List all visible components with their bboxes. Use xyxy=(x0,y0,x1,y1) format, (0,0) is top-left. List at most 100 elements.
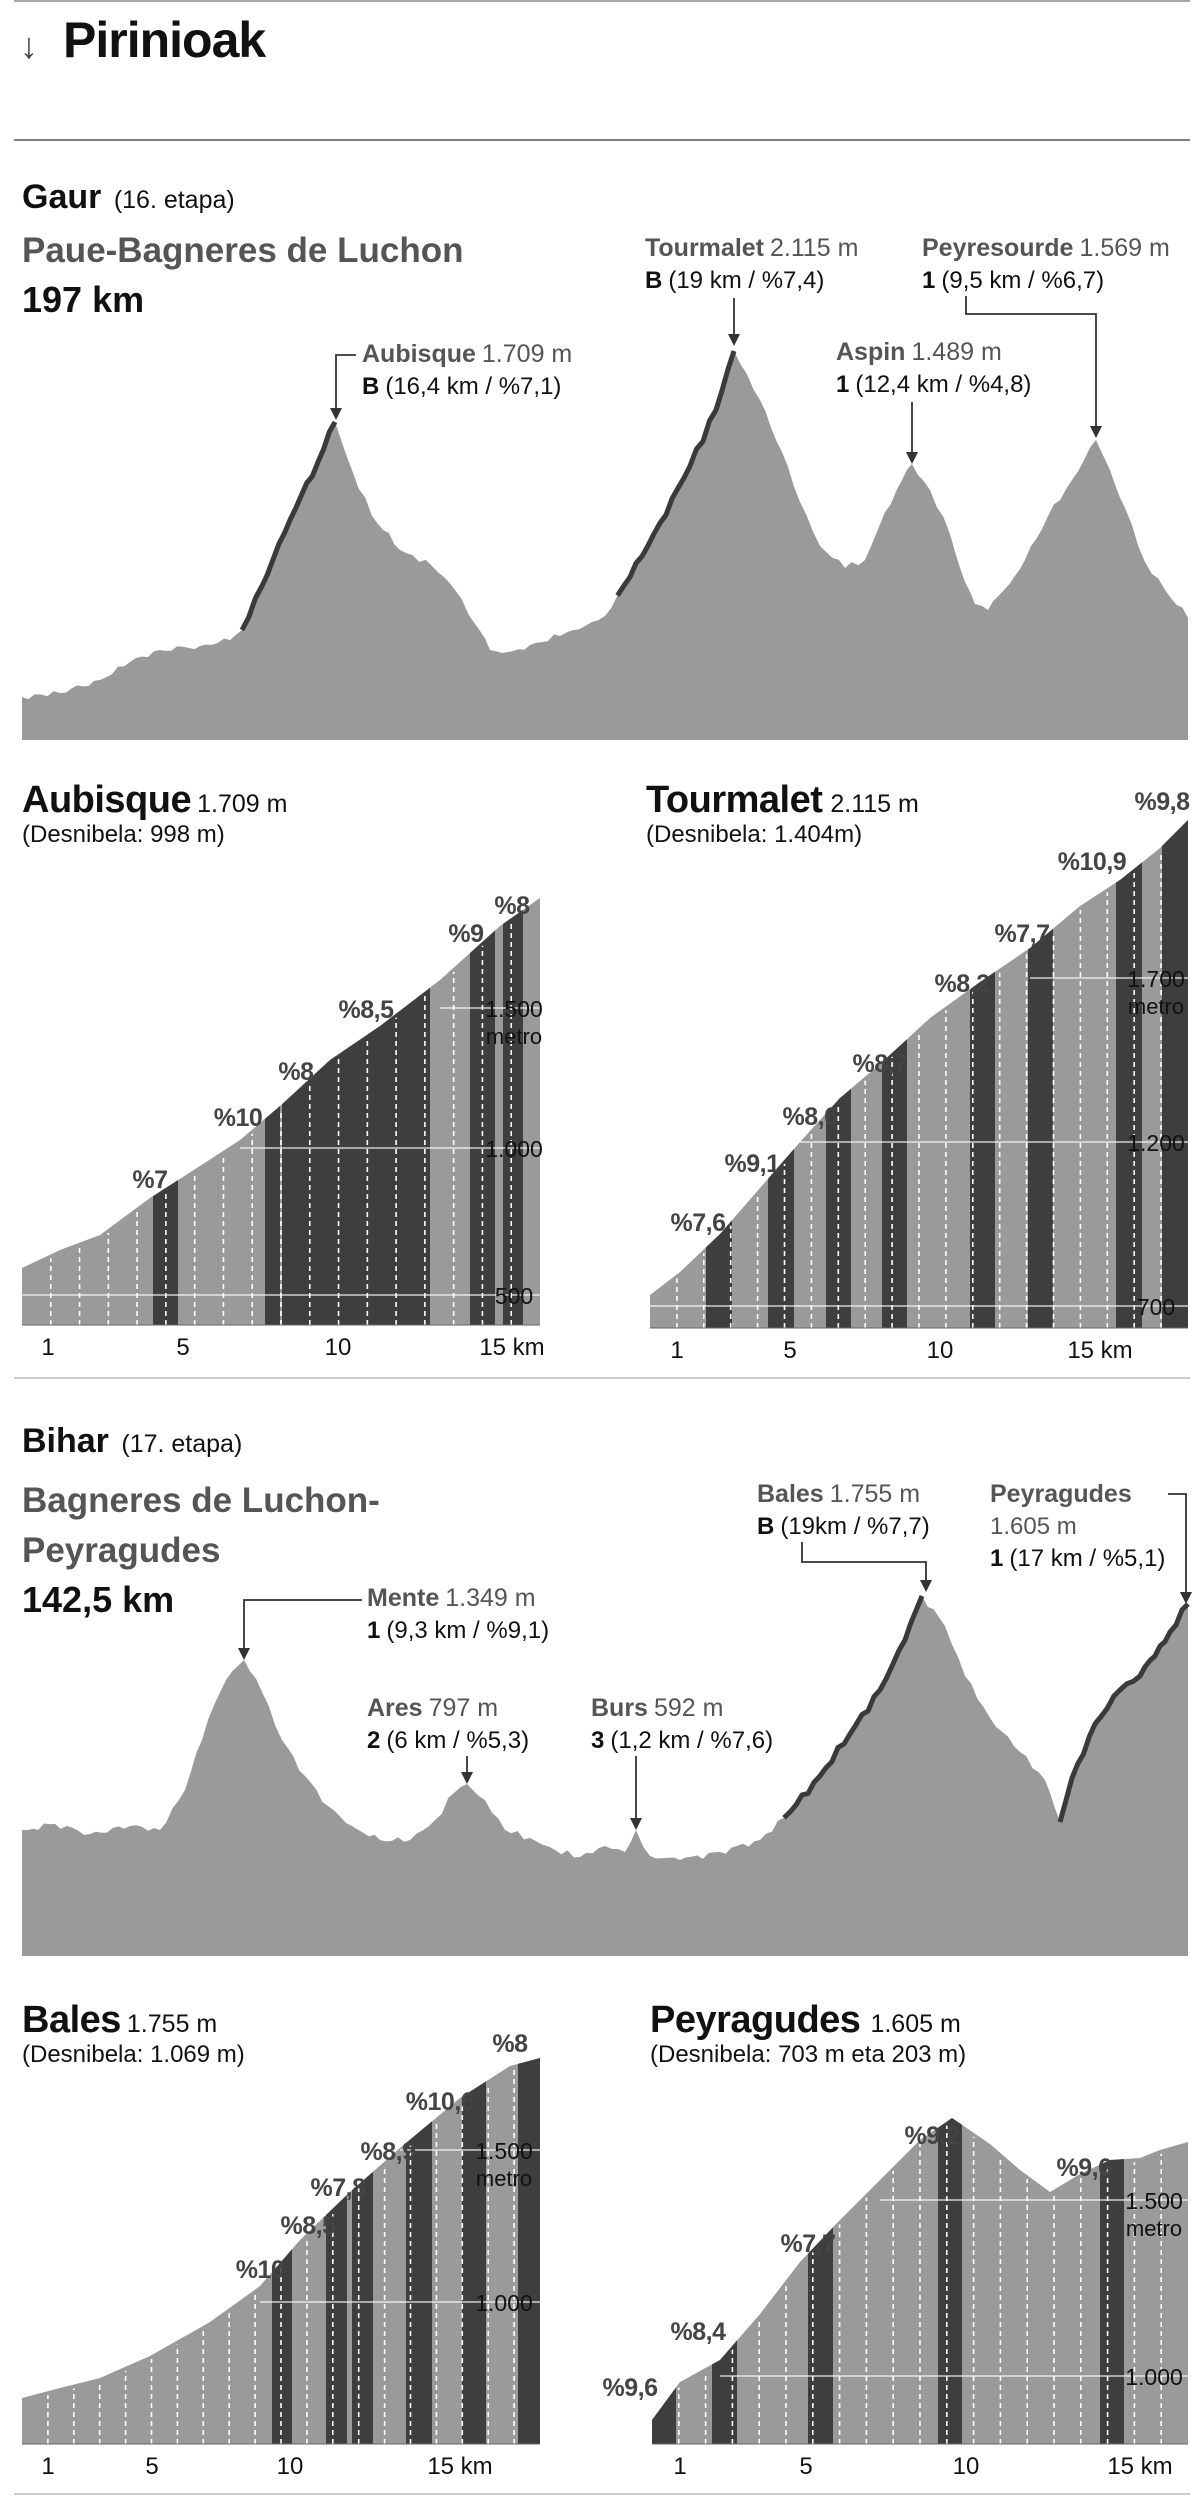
tourmalet-steep-section-5 xyxy=(970,971,995,1328)
bales-steep-section-6 xyxy=(518,2058,540,2444)
overview-16-climb-ridge-2 xyxy=(615,350,737,597)
overview-17-area xyxy=(22,1596,1188,1956)
overview-16-profile xyxy=(22,350,1188,740)
arrow-burs xyxy=(630,1818,642,1830)
peyragudes-steep-section-2 xyxy=(712,2340,737,2444)
bales-grade-label: %8 xyxy=(492,2030,528,2058)
page-title: Pirinioak xyxy=(63,12,266,68)
bales-steep-section-1 xyxy=(272,2249,292,2444)
tourmalet-steep-section-2 xyxy=(768,1148,794,1328)
peyragudes-grade-label: %7,7 xyxy=(781,2230,836,2258)
stage2-route-line2: Peyragudes xyxy=(22,1531,220,1570)
tourmalet-grade-label: %9,8 xyxy=(1135,788,1191,816)
bales-x-tick-label: 15 km xyxy=(427,2453,492,2480)
tourmalet-title: Tourmalet 2.115 m xyxy=(646,779,919,821)
tourmalet-x-tick-label: 10 xyxy=(927,1337,954,1364)
aubisque-grade-label: %8,5 xyxy=(339,996,395,1024)
aubisque-x-tick-label: 1 xyxy=(41,1334,54,1361)
tourmalet-grade-label: %10,9 xyxy=(1058,848,1126,876)
tourmalet-y-tick-label: 1.700 xyxy=(1127,966,1185,992)
bales-grade-label: %10,6 xyxy=(406,2088,474,2116)
peyragudes-y-tick-label: 1.000 xyxy=(1125,2364,1183,2390)
peak-label-mente: Mente 1.349 m 1 (9,3 km / %9,1) xyxy=(367,1584,549,1644)
aubisque-grade-label: %10 xyxy=(214,1104,263,1132)
tourmalet-steep-section-6 xyxy=(1028,928,1053,1328)
overview-17-climb-ridge-1 xyxy=(782,1595,925,1820)
aubisque-grade-label: %7 xyxy=(132,1166,167,1194)
tourmalet-steep-section-7 xyxy=(1116,862,1142,1328)
overview-17-climb-ridge-2 xyxy=(1057,1602,1190,1823)
bales-title: Bales 1.755 m xyxy=(22,1999,217,2041)
aubisque-steep-section-6 xyxy=(503,909,523,1325)
aubisque-x-tick-label: 10 xyxy=(325,1334,352,1361)
peak-label-bales: Bales 1.755 m B (19km / %7,7) xyxy=(757,1480,930,1540)
peyragudes-subtitle: (Desnibela: 703 m eta 203 m) xyxy=(650,2041,966,2068)
stage2-number: (17. etapa) xyxy=(121,1430,242,1458)
peyragudes-grade-label: %9,6 xyxy=(1057,2154,1112,2182)
tourmalet-grade-label: %8,6 xyxy=(783,1103,838,1131)
peyragudes-x-tick-label: 15 km xyxy=(1107,2453,1172,2480)
svg-text:1(17 km / %5,1): 1 (17 km / %5,1) xyxy=(990,1545,1165,1572)
aubisque-grade-label: %8 xyxy=(278,1058,314,1086)
svg-text:1(12,4 km / %4,8): 1 (12,4 km / %4,8) xyxy=(836,371,1031,398)
stage1-heading: Gaur (16. etapa) xyxy=(22,178,235,216)
overview-17-profile xyxy=(22,1595,1190,1956)
aubisque-steep-section-2 xyxy=(265,1106,280,1325)
bales-grade-label: %8,5 xyxy=(281,2212,337,2240)
arrow-ares xyxy=(461,1772,473,1784)
peyragudes-grade-label: %8,4 xyxy=(671,2318,727,2346)
aubisque-steep-section-3 xyxy=(282,1049,346,1325)
tourmalet-y-tick-label: 700 xyxy=(1137,1294,1175,1320)
stage2-heading: Bihar (17. etapa) xyxy=(22,1422,242,1460)
bales-grade-label: %7,8 xyxy=(311,2174,367,2202)
bales-x-tick-label: 1 xyxy=(41,2453,54,2480)
overview-16-climb-ridge-1 xyxy=(239,420,338,632)
stage2-route-line1: Bagneres de Luchon- xyxy=(22,1481,380,1520)
aubisque-grade-label: %8 xyxy=(494,892,530,920)
bales-grade-label: %10 xyxy=(236,2256,285,2284)
peyragudes-steep-section-4 xyxy=(938,2118,962,2444)
leader-bales xyxy=(801,1542,927,1584)
tourmalet-grade-label: %9,1 xyxy=(725,1150,781,1178)
bales-y-tick-label: 1.500 xyxy=(475,2138,533,2164)
peyragudes-steep-section-5 xyxy=(1100,2159,1124,2444)
svg-text:B(16,4 km / %7,1): B (16,4 km / %7,1) xyxy=(362,373,561,400)
svg-text:3(1,2 km / %7,6): 3 (1,2 km / %7,6) xyxy=(591,1727,773,1754)
stage1-distance: 197 km xyxy=(22,279,144,320)
aubisque-x-tick-label: 15 km xyxy=(479,1334,544,1361)
leader-mente xyxy=(243,1599,362,1652)
aubisque-y-unit-label: metro xyxy=(486,1024,542,1049)
tourmalet-grade-label: %7,6 xyxy=(671,1209,726,1237)
overview-16-peak-labels: Aubisque 1.709 m B (16,4 km / %7,1) Tourma… xyxy=(330,234,1170,464)
aubisque-steep-section-5 xyxy=(470,930,495,1325)
bales-steep-section-2 xyxy=(326,2194,347,2444)
tourmalet-subtitle: (Desnibela: 1.404m) xyxy=(646,821,862,848)
bales-steep-section-3 xyxy=(352,2171,373,2444)
arrow-peyresourde xyxy=(1090,426,1102,438)
peak-label-aubisque: Aubisque 1.709 m B (16,4 km / %7,1) xyxy=(362,340,572,400)
tourmalet-grade-label: %8,7 xyxy=(853,1050,908,1078)
arrow-tourmalet xyxy=(728,334,740,346)
arrow-aspin xyxy=(906,452,918,464)
aubisque-y-tick-label: 500 xyxy=(495,1283,533,1309)
leader-peyragudes xyxy=(1168,1493,1187,1596)
tourmalet-x-tick-label: 5 xyxy=(783,1337,796,1364)
stage1-number: (16. etapa) xyxy=(114,186,235,214)
svg-text:B(19km / %7,7): B (19km / %7,7) xyxy=(757,1513,930,1540)
arrow-peyragudes xyxy=(1180,1592,1192,1604)
tourmalet-steep-section-1 xyxy=(706,1220,732,1328)
bales-steep-section-5 xyxy=(462,2081,486,2444)
peyragudes-x-tick-label: 1 xyxy=(673,2453,686,2480)
leader-peyresourde xyxy=(965,296,1097,430)
svg-text:1(9,5 km / %6,7): 1 (9,5 km / %6,7) xyxy=(922,267,1104,294)
aubisque-subtitle: (Desnibela: 998 m) xyxy=(22,821,225,848)
